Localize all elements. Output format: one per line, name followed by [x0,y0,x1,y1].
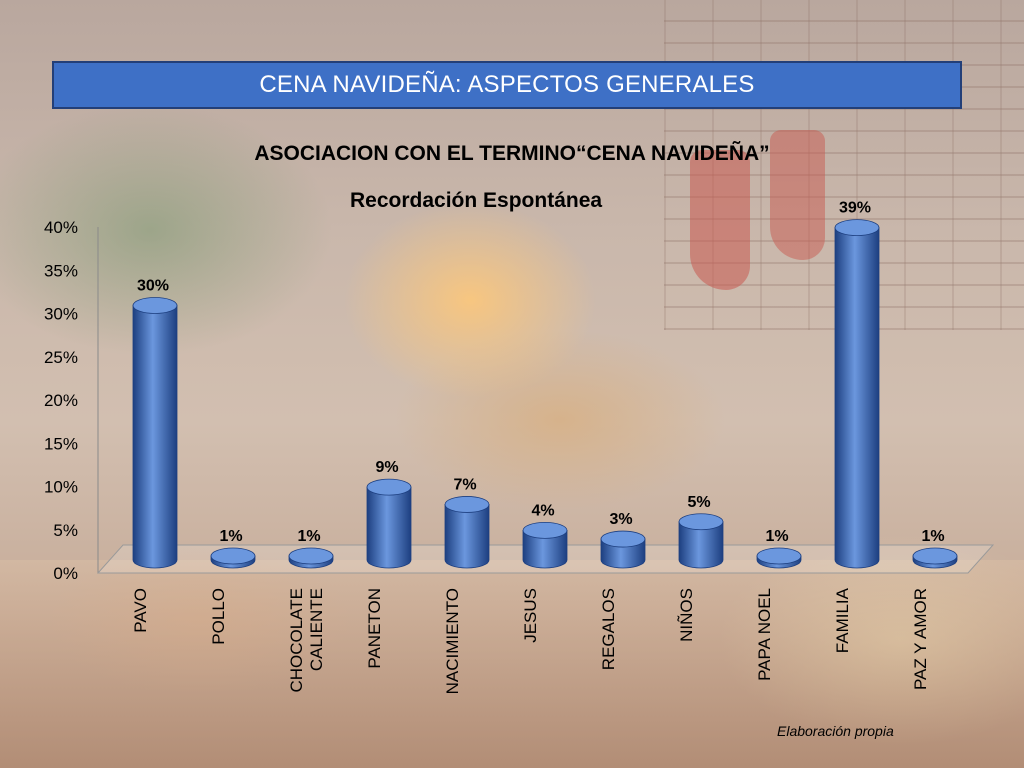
data-label: 1% [219,528,242,545]
data-label: 9% [375,459,398,476]
x-tick-label: JESUS [521,588,540,643]
bar-top [522,522,568,539]
bar-top [210,547,256,565]
x-tick-label-line: CALIENTE [307,588,326,671]
bar-top [366,478,412,496]
bar-top [132,297,178,314]
slide-title-box: CENA NAVIDEÑA: ASPECTOS GENERALES [52,61,962,109]
slide-subtitle: ASOCIACION CON EL TERMINO“CENA NAVIDEÑA” [254,142,770,165]
y-tick-label: 35% [44,261,78,280]
x-tick-label-line: PAVO [131,588,150,633]
x-tick-label-line: NIÑOS [677,588,696,642]
bar [522,530,568,569]
x-tick-label-line: REGALOS [599,588,618,670]
x-tick-label: PAZ Y AMOR [911,588,930,690]
bar-top [912,547,958,565]
x-tick-label-line: POLLO [209,588,228,645]
bar [366,486,412,569]
data-label: 5% [687,494,710,511]
bar [444,504,490,569]
chart-title: Recordación Espontánea [350,189,603,212]
stocking-decoration [770,130,825,260]
x-tick-label: POLLO [209,588,228,645]
data-label: 39% [839,200,871,217]
data-label: 3% [609,511,632,528]
x-tick-label-line: NACIMIENTO [443,588,462,694]
x-tick-label: PAPA NOEL [755,588,774,681]
y-tick-label: 0% [53,564,78,583]
bar-top [600,530,646,548]
bar [132,305,178,569]
y-tick-label: 20% [44,391,78,410]
x-tick-label-line: PAZ Y AMOR [911,588,930,690]
y-tick-label: 40% [44,218,78,237]
y-tick-label: 15% [44,434,78,453]
bar-top [756,547,802,565]
data-label: 1% [921,528,944,545]
bar-top [288,547,334,565]
x-tick-label-line: JESUS [521,588,540,643]
x-tick-label: FAMILIA [833,587,852,653]
y-tick-label: 10% [44,478,78,497]
bar [678,521,724,569]
y-tick-label: 5% [53,521,78,540]
x-tick-label: NACIMIENTO [443,588,462,694]
data-label: 4% [531,502,554,519]
x-tick-label: CHOCOLATE CALIENTE [287,588,326,693]
x-tick-label: NIÑOS [677,588,696,642]
x-tick-label-line: FAMILIA [833,587,852,653]
x-tick-label-line: PANETON [365,588,384,669]
y-tick-label: 30% [44,305,78,324]
stocking-decoration [690,150,750,290]
bar-top [834,219,880,237]
x-tick-label: REGALOS [599,588,618,670]
data-label: 1% [765,528,788,545]
x-tick-label: PANETON [365,588,384,669]
data-label: 30% [137,278,169,295]
x-tick-label-line: PAPA NOEL [755,588,774,681]
x-tick-label-line: CHOCOLATE [287,588,306,693]
bar-top [444,496,490,513]
slide-title: CENA NAVIDEÑA: ASPECTOS GENERALES [259,71,755,98]
y-tick-label: 25% [44,348,78,367]
data-label: 7% [453,476,476,493]
x-tick-label: PAVO [131,588,150,633]
data-label: 1% [297,528,320,545]
bar [834,227,880,569]
source-note: Elaboración propia [777,723,894,739]
bar-top [678,513,724,531]
dinner-table [0,560,1024,768]
